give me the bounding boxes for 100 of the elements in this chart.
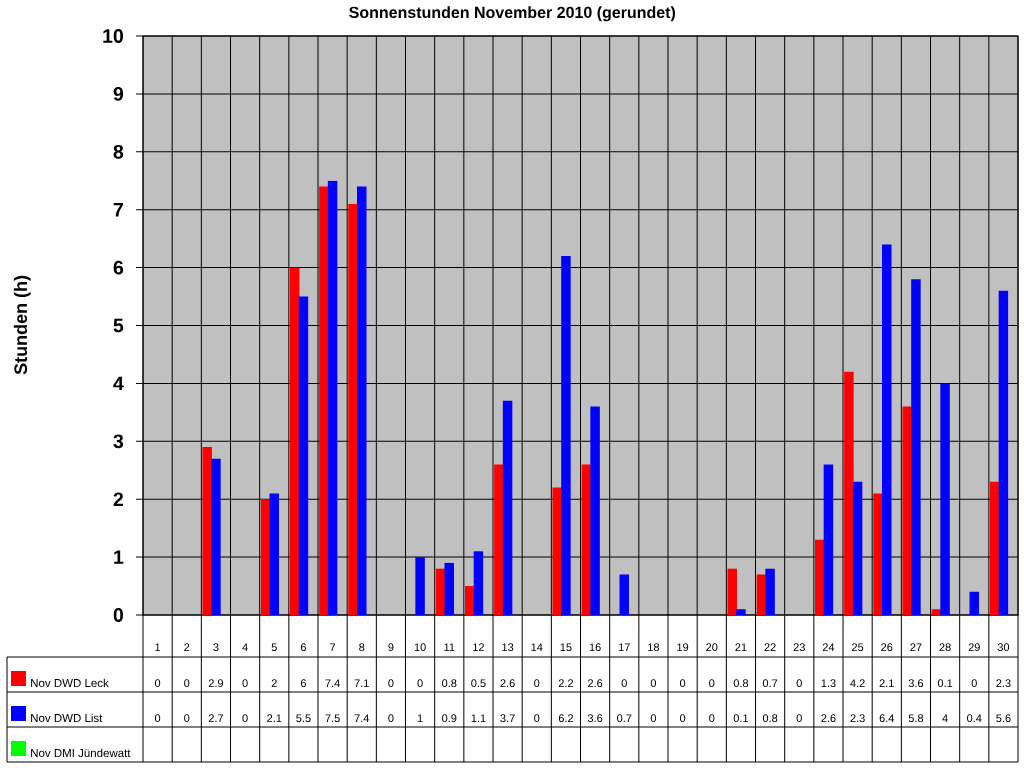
data-label: 7.1 bbox=[354, 679, 369, 687]
y-tick-label: 1 bbox=[114, 550, 124, 564]
data-label: 0 bbox=[242, 714, 248, 723]
data-label: 0.5 bbox=[471, 679, 486, 688]
data-label: 0 bbox=[679, 714, 686, 723]
data-label: 0 bbox=[796, 714, 802, 723]
data-label: 5.6 bbox=[996, 714, 1011, 723]
bar bbox=[444, 562, 455, 615]
bar bbox=[348, 203, 358, 615]
x-tick-label: 17 bbox=[618, 643, 630, 651]
bar bbox=[940, 383, 950, 615]
data-label: 0 bbox=[679, 679, 686, 688]
x-tick-label: 23 bbox=[793, 643, 805, 652]
data-label: 0 bbox=[650, 714, 657, 723]
data-label: 0 bbox=[709, 679, 715, 688]
x-tick-label: 8 bbox=[359, 643, 365, 652]
data-label: 7.4 bbox=[325, 679, 340, 687]
bar bbox=[289, 267, 300, 615]
data-label: 0.7 bbox=[762, 679, 778, 688]
y-axis-title: Stunden (h) bbox=[13, 275, 31, 375]
data-label: 0.7 bbox=[617, 714, 632, 723]
x-tick-label: 28 bbox=[939, 643, 951, 652]
y-tick-label: 2 bbox=[113, 492, 124, 506]
x-tick-label: 9 bbox=[388, 643, 394, 652]
legend-label: Nov DWD Leck bbox=[31, 678, 109, 688]
data-label: 2.7 bbox=[208, 714, 224, 722]
bar bbox=[727, 568, 737, 615]
bar bbox=[502, 400, 513, 615]
x-tick-label: 13 bbox=[502, 643, 514, 652]
x-tick-label: 21 bbox=[735, 643, 747, 651]
data-label: 0 bbox=[417, 679, 423, 688]
data-label: 2.1 bbox=[879, 679, 894, 687]
bar bbox=[765, 568, 775, 615]
x-tick-label: 15 bbox=[560, 643, 572, 652]
bar bbox=[202, 447, 212, 615]
data-label: 6.4 bbox=[879, 714, 895, 723]
data-label: 7.5 bbox=[325, 714, 340, 723]
data-label: 2.6 bbox=[821, 714, 836, 723]
bar bbox=[590, 406, 600, 615]
bar bbox=[435, 568, 446, 615]
bar bbox=[561, 256, 571, 615]
y-tick-label: 3 bbox=[113, 434, 124, 449]
data-label: 0 bbox=[388, 679, 394, 688]
data-label: 6 bbox=[300, 679, 306, 688]
data-label: 0 bbox=[650, 679, 657, 688]
x-tick-label: 11 bbox=[444, 643, 455, 651]
y-tick-label: 0 bbox=[113, 608, 123, 622]
data-label: 0 bbox=[154, 679, 161, 688]
data-label: 1.3 bbox=[821, 679, 836, 688]
x-tick-label: 1 bbox=[155, 643, 161, 651]
bar bbox=[823, 464, 834, 615]
data-label: 2.1 bbox=[267, 714, 282, 722]
bar bbox=[319, 186, 329, 615]
x-tick-label: 18 bbox=[648, 643, 660, 652]
data-label: 2.3 bbox=[850, 714, 865, 723]
data-label: 7.4 bbox=[354, 714, 370, 722]
data-label: 0 bbox=[796, 679, 802, 688]
bar bbox=[269, 493, 280, 615]
data-label: 0 bbox=[184, 679, 190, 688]
data-label: 0.4 bbox=[967, 714, 982, 723]
data-label: 5.5 bbox=[296, 714, 311, 723]
bar bbox=[902, 406, 912, 615]
bar bbox=[911, 279, 921, 615]
chart-title: Sonnenstunden November 2010 (gerundet) bbox=[349, 6, 676, 22]
data-label: 0 bbox=[184, 714, 190, 723]
x-tick-label: 7 bbox=[330, 643, 336, 651]
bar bbox=[852, 481, 863, 615]
x-tick-label: 6 bbox=[300, 643, 306, 652]
bar bbox=[494, 464, 504, 615]
data-label: 0 bbox=[242, 679, 248, 688]
y-tick-label: 8 bbox=[113, 144, 124, 159]
data-label: 2.2 bbox=[558, 679, 574, 687]
bar bbox=[357, 186, 367, 615]
data-label: 3.6 bbox=[587, 714, 603, 723]
data-label: 5.8 bbox=[908, 714, 924, 723]
x-tick-label: 19 bbox=[677, 643, 689, 652]
data-label: 2.9 bbox=[208, 679, 224, 688]
data-label: 3.6 bbox=[908, 679, 924, 688]
bar bbox=[473, 551, 484, 615]
y-tick-label: 7 bbox=[113, 202, 123, 217]
bar bbox=[211, 458, 221, 615]
x-tick-label: 27 bbox=[910, 643, 922, 651]
x-tick-label: 3 bbox=[213, 643, 219, 652]
bar bbox=[327, 180, 338, 615]
x-tick-label: 12 bbox=[473, 643, 484, 651]
x-tick-label: 24 bbox=[822, 643, 835, 651]
data-label: 2.6 bbox=[588, 679, 603, 688]
data-label: 0 bbox=[971, 679, 977, 688]
y-tick-label: 4 bbox=[113, 376, 124, 391]
data-label: 0 bbox=[534, 679, 540, 688]
legend-label: Nov DMI Jündewatt bbox=[31, 748, 131, 758]
bar bbox=[552, 487, 562, 615]
data-label: 2.6 bbox=[500, 679, 515, 688]
x-tick-label: 5 bbox=[271, 643, 277, 652]
data-label: 0.1 bbox=[937, 679, 953, 688]
data-label: 3.7 bbox=[500, 714, 515, 723]
data-label: 0.8 bbox=[762, 714, 778, 723]
x-tick-label: 2 bbox=[184, 643, 190, 651]
x-tick-label: 20 bbox=[706, 643, 718, 652]
bar bbox=[969, 591, 980, 615]
